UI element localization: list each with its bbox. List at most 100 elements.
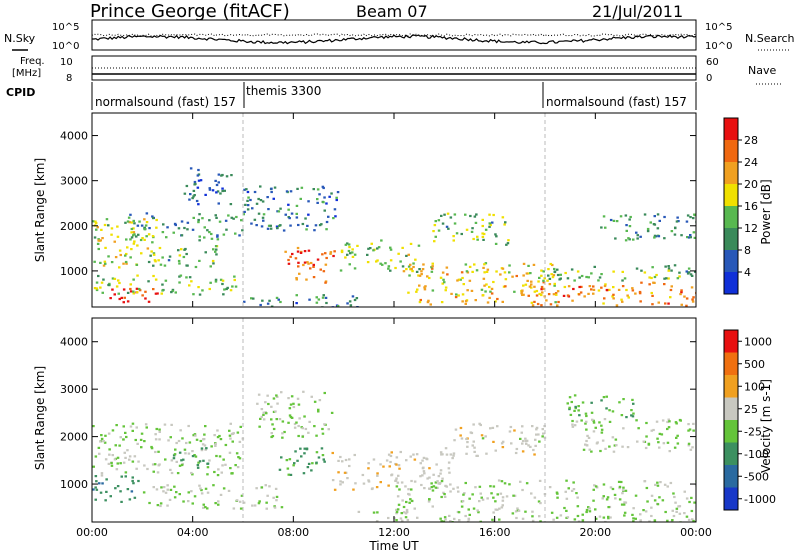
heatmap-cell bbox=[312, 263, 315, 266]
heatmap-cell bbox=[276, 395, 279, 398]
heatmap-cell bbox=[654, 483, 657, 486]
heatmap-cell bbox=[694, 270, 696, 273]
heatmap-cell bbox=[398, 488, 401, 491]
heatmap-cell bbox=[656, 227, 660, 230]
heatmap-cell bbox=[434, 220, 437, 223]
freq-label: Freq. bbox=[20, 56, 45, 67]
heatmap-cell bbox=[151, 463, 155, 466]
heatmap-cell bbox=[574, 405, 577, 408]
heatmap-cell bbox=[432, 473, 435, 476]
heatmap-cell bbox=[136, 442, 139, 445]
heatmap-region bbox=[278, 447, 326, 476]
heatmap-cell bbox=[494, 449, 497, 452]
heatmap-region bbox=[520, 280, 696, 307]
heatmap-cell bbox=[113, 293, 116, 296]
heatmap-cell bbox=[426, 275, 429, 278]
cpid-segment-1: normalsound (fast) 157 bbox=[95, 95, 236, 109]
heatmap-cell bbox=[140, 224, 144, 227]
heatmap-cell bbox=[332, 254, 335, 258]
heatmap-cell bbox=[366, 261, 370, 264]
heatmap-region bbox=[432, 212, 510, 246]
heatmap-cell bbox=[527, 444, 530, 447]
heatmap-cell bbox=[653, 234, 657, 237]
heatmap-cell bbox=[270, 418, 273, 421]
heatmap-cell bbox=[509, 425, 513, 429]
heatmap-cell bbox=[663, 277, 666, 280]
heatmap-cell bbox=[464, 481, 467, 485]
heatmap-cell bbox=[221, 279, 225, 282]
heatmap-cell bbox=[564, 490, 567, 493]
heatmap-cell bbox=[316, 258, 320, 261]
heatmap-cell bbox=[413, 458, 417, 461]
heatmap-cell bbox=[197, 461, 200, 464]
heatmap-cell bbox=[622, 503, 626, 506]
heatmap-cell bbox=[566, 402, 569, 405]
heatmap-cell bbox=[224, 219, 228, 222]
y-tick-label: 1000 bbox=[60, 265, 88, 278]
heatmap-cell bbox=[336, 191, 340, 194]
heatmap-cell bbox=[111, 429, 115, 432]
heatmap-cell bbox=[474, 299, 477, 302]
heatmap-cell bbox=[135, 467, 138, 470]
heatmap-cell bbox=[468, 279, 472, 282]
heatmap-cell bbox=[188, 284, 191, 287]
heatmap-cell bbox=[675, 507, 679, 510]
heatmap-cell bbox=[257, 197, 260, 201]
heatmap-cell bbox=[524, 510, 527, 513]
heatmap-cell bbox=[114, 487, 117, 490]
heatmap-region bbox=[92, 422, 245, 477]
heatmap-cell bbox=[169, 436, 172, 439]
heatmap-cell bbox=[582, 448, 586, 451]
heatmap-cell bbox=[197, 218, 200, 222]
colorbar-frame bbox=[723, 329, 739, 511]
heatmap-cell bbox=[295, 204, 299, 207]
heatmap-cell bbox=[494, 508, 497, 511]
heatmap-cell bbox=[262, 219, 265, 222]
heatmap-cell bbox=[154, 433, 157, 436]
heatmap-cell bbox=[565, 479, 568, 482]
heatmap-cell bbox=[197, 221, 200, 224]
heatmap-cell bbox=[255, 202, 259, 205]
heatmap-cell bbox=[685, 304, 688, 307]
heatmap-cell bbox=[521, 450, 525, 453]
heatmap-cell bbox=[537, 500, 541, 503]
heatmap-cell bbox=[214, 214, 217, 217]
heatmap-cell bbox=[297, 265, 300, 268]
heatmap-cell bbox=[417, 244, 421, 247]
heatmap-cell bbox=[293, 426, 297, 429]
heatmap-cell bbox=[638, 290, 642, 294]
heatmap-cell bbox=[261, 216, 265, 219]
heatmap-cell bbox=[144, 224, 148, 227]
heatmap-cell bbox=[434, 481, 438, 484]
heatmap-cell bbox=[297, 223, 300, 227]
heatmap-cell bbox=[138, 220, 141, 223]
heatmap-cell bbox=[480, 288, 484, 291]
heatmap-cell bbox=[270, 405, 273, 408]
heatmap-cell bbox=[356, 244, 359, 247]
heatmap-cell bbox=[163, 264, 167, 267]
heatmap-cell bbox=[521, 439, 525, 443]
heatmap-cell bbox=[143, 464, 146, 467]
heatmap-cell bbox=[462, 493, 465, 496]
heatmap-cell bbox=[612, 270, 615, 273]
heatmap-cell bbox=[202, 438, 206, 441]
heatmap-cell bbox=[184, 247, 187, 251]
heatmap-cell bbox=[100, 434, 103, 437]
heatmap-cell bbox=[608, 288, 611, 291]
heatmap-cell bbox=[590, 288, 593, 291]
heatmap-cell bbox=[692, 217, 695, 220]
heatmap-cell bbox=[621, 270, 624, 273]
heatmap-cell bbox=[216, 234, 219, 237]
heatmap-cell bbox=[280, 456, 283, 459]
heatmap-cell bbox=[222, 458, 225, 461]
heatmap-cell bbox=[152, 252, 156, 255]
heatmap-cell bbox=[619, 215, 623, 218]
heatmap-cell bbox=[297, 434, 300, 438]
heatmap-cell bbox=[488, 213, 491, 216]
heatmap-cell bbox=[458, 519, 461, 522]
heatmap-cell bbox=[442, 491, 445, 494]
heatmap-cell bbox=[481, 218, 484, 221]
heatmap-cell bbox=[449, 453, 453, 456]
heatmap-cell bbox=[635, 419, 638, 422]
